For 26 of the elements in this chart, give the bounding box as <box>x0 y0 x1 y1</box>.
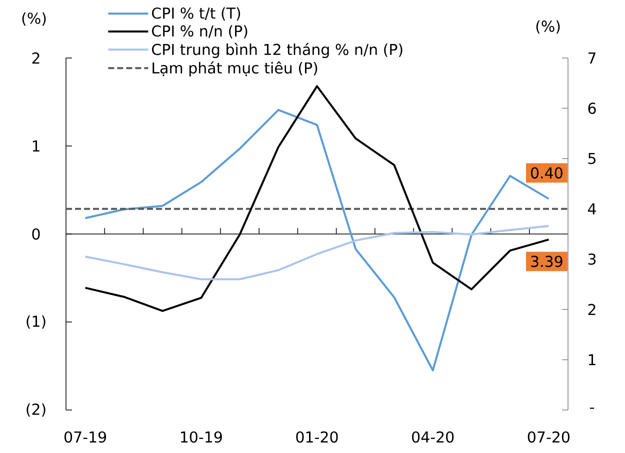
y-tick-label: (1) <box>26 315 46 329</box>
y2-tick-label: 3 <box>588 253 596 265</box>
data-label: 3.39 <box>531 256 562 268</box>
x-tick-label: 10-19 <box>181 431 222 443</box>
y2-tick-label: 5 <box>588 153 596 164</box>
y-tick-label: (2) <box>26 403 46 417</box>
y2-tick-label: 4 <box>588 203 596 214</box>
legend-label: CPI % n/n (P) <box>152 25 248 38</box>
legend-label: Lạm phát mục tiêu (P) <box>152 61 318 77</box>
y-axis-title: (%) <box>22 12 46 26</box>
y-tick-label: 2 <box>32 52 40 64</box>
y-tick-label: 0 <box>32 228 40 240</box>
y-tick-label: 1 <box>32 140 40 152</box>
legend-label: CPI % t/t (T) <box>152 7 240 21</box>
x-tick-label: 01-20 <box>296 431 338 443</box>
y2-tick-label: 2 <box>588 304 596 315</box>
x-tick-label: 04-20 <box>412 431 454 443</box>
x-tick-label: 07-19 <box>64 431 106 443</box>
y2-axis-title: (%) <box>536 20 560 34</box>
y2-tick-label: 7 <box>588 52 596 64</box>
y2-tick-label: 6 <box>588 102 596 114</box>
data-label: 0.40 <box>530 167 562 179</box>
legend-label: CPI trung bình 12 tháng % n/n (P) <box>152 42 402 58</box>
x-tick-label: 07-20 <box>528 431 570 443</box>
y2-tick-label: - <box>590 408 594 409</box>
y2-tick-label: 1 <box>588 354 596 366</box>
